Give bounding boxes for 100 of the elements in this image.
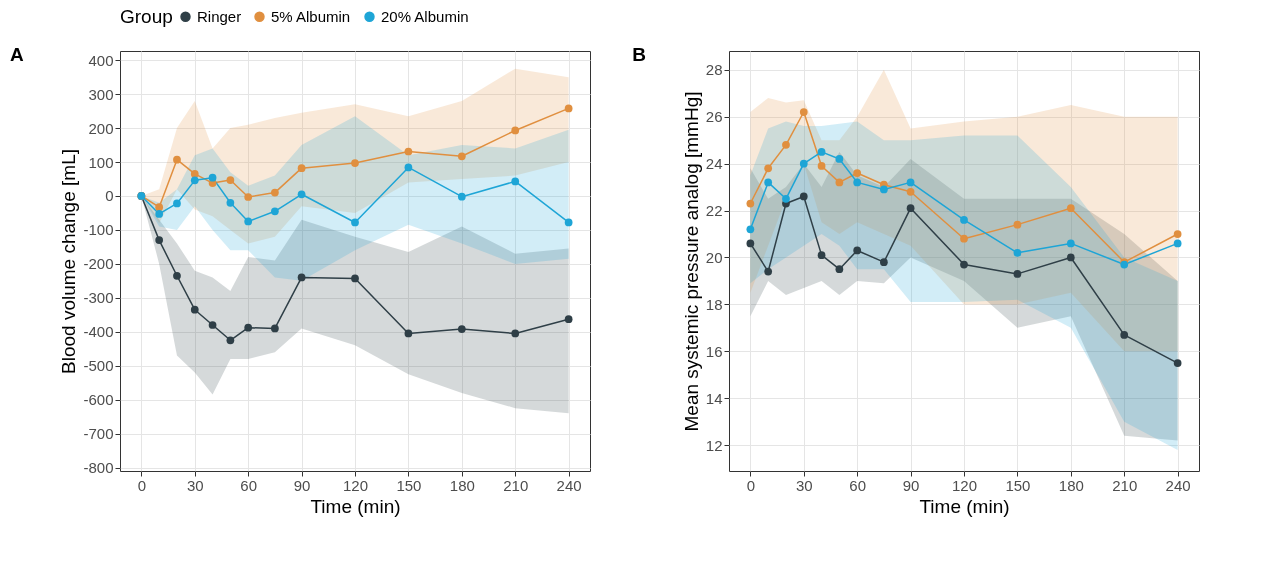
point xyxy=(1013,220,1022,229)
x-tick-label: 180 xyxy=(1058,476,1084,494)
point xyxy=(457,192,466,201)
point xyxy=(835,265,844,274)
x-tick-label: 150 xyxy=(396,476,422,494)
point xyxy=(244,323,253,332)
point xyxy=(906,187,915,196)
point xyxy=(853,246,862,255)
y-tick-label: 18 xyxy=(705,295,723,313)
point xyxy=(880,185,888,194)
point xyxy=(511,329,520,338)
point xyxy=(190,170,199,178)
y-tick-label: -400 xyxy=(83,323,114,341)
x-tick-label: 0 xyxy=(137,476,147,494)
point xyxy=(764,267,773,276)
point xyxy=(564,104,573,113)
x-tick-label: 90 xyxy=(902,476,920,494)
point xyxy=(782,194,790,203)
y-tick-label: 0 xyxy=(105,187,114,205)
point xyxy=(208,173,217,182)
point xyxy=(906,178,915,187)
point xyxy=(799,192,808,201)
point xyxy=(817,251,826,259)
point xyxy=(799,159,808,168)
point xyxy=(404,329,413,338)
point xyxy=(764,164,773,173)
point xyxy=(244,193,253,201)
y-tick-label: 400 xyxy=(88,51,114,69)
y-tick-label: -600 xyxy=(83,391,114,409)
point xyxy=(190,305,199,314)
point xyxy=(1066,204,1075,213)
x-tick-label: 210 xyxy=(1112,476,1138,494)
point xyxy=(351,274,359,283)
point xyxy=(351,218,359,227)
x-tick-label: 150 xyxy=(1005,476,1031,494)
point xyxy=(297,164,306,172)
point xyxy=(297,273,306,282)
point xyxy=(1173,359,1182,367)
point xyxy=(1173,239,1182,248)
point xyxy=(271,188,279,197)
point xyxy=(1120,331,1129,339)
point xyxy=(351,159,359,167)
point xyxy=(782,140,790,149)
point xyxy=(880,258,888,267)
point xyxy=(564,315,573,324)
point xyxy=(817,148,826,156)
point xyxy=(746,239,755,248)
point xyxy=(853,178,862,187)
y-tick-label: 22 xyxy=(705,202,723,220)
point xyxy=(190,176,199,185)
y-tick-label: 200 xyxy=(88,119,114,137)
y-tick-label: 14 xyxy=(705,389,723,407)
x-tick-label: 120 xyxy=(342,476,369,494)
point xyxy=(404,147,413,156)
y-tick-label: 28 xyxy=(705,61,723,79)
point xyxy=(155,236,164,244)
point xyxy=(244,217,253,226)
y-tick-label: 20 xyxy=(705,248,723,266)
y-tick-label: -700 xyxy=(83,425,114,443)
x-tick-label: 180 xyxy=(449,476,475,494)
y-tick-label: -200 xyxy=(83,255,114,273)
x-tick-label: 210 xyxy=(503,476,529,494)
point xyxy=(906,204,915,213)
point xyxy=(564,218,573,227)
chart-title: A xyxy=(9,44,24,65)
y-tick-label: 16 xyxy=(705,342,723,360)
point xyxy=(1066,253,1075,262)
point xyxy=(271,207,279,216)
point xyxy=(226,336,235,345)
point xyxy=(226,176,235,184)
point xyxy=(960,260,968,269)
point xyxy=(511,126,520,135)
y-tick-label: -500 xyxy=(83,357,114,375)
point xyxy=(155,210,164,218)
point xyxy=(835,155,844,163)
point xyxy=(1173,230,1182,238)
point xyxy=(799,108,808,116)
x-tick-label: 30 xyxy=(186,476,204,494)
point xyxy=(853,169,862,177)
y-tick-label: 300 xyxy=(88,85,114,103)
x-tick-label: 240 xyxy=(556,476,582,494)
point xyxy=(226,198,235,207)
x-tick-label: 0 xyxy=(746,476,756,494)
point xyxy=(1066,239,1075,248)
point xyxy=(817,162,826,170)
point xyxy=(173,271,181,280)
y-tick-label: -300 xyxy=(83,289,114,307)
point xyxy=(404,163,413,172)
y-tick-label: 12 xyxy=(705,436,723,454)
x-axis-title: Time (min) xyxy=(310,495,401,517)
point xyxy=(835,178,844,187)
legend-title: Group xyxy=(120,6,173,27)
y-tick-label: -800 xyxy=(83,459,114,477)
point xyxy=(271,324,279,333)
point xyxy=(457,152,466,161)
x-tick-label: 60 xyxy=(849,476,867,494)
point xyxy=(960,234,968,243)
legend-label: Ringer xyxy=(197,7,242,25)
x-tick-label: 240 xyxy=(1165,476,1191,494)
y-tick-label: 24 xyxy=(705,155,723,173)
